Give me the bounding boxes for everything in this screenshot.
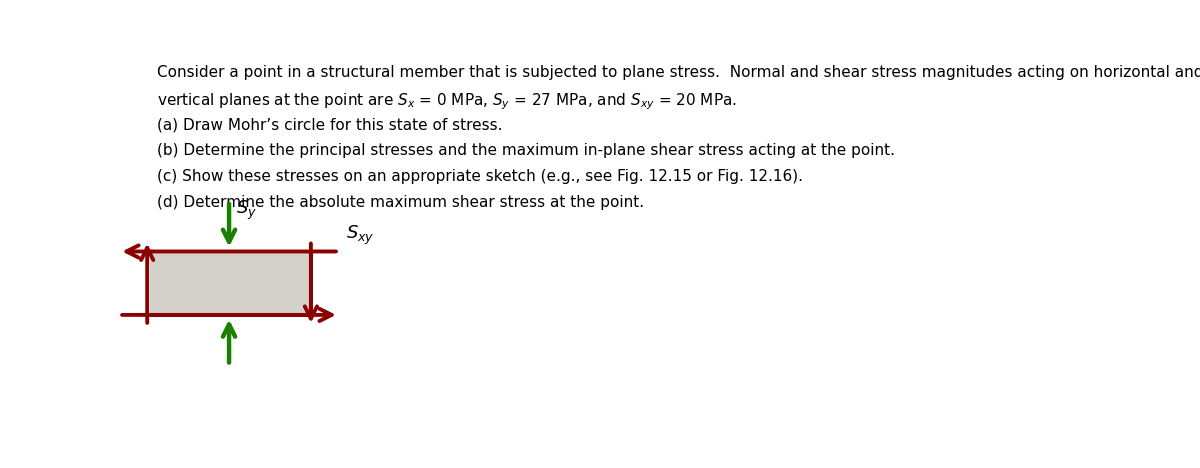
Bar <box>148 251 311 315</box>
Text: (c) Show these stresses on an appropriate sketch (e.g., see Fig. 12.15 or Fig. 1: (c) Show these stresses on an appropriat… <box>157 169 804 184</box>
Text: $S_{xy}$: $S_{xy}$ <box>347 224 374 247</box>
Text: (b) Determine the principal stresses and the maximum in-plane shear stress actin: (b) Determine the principal stresses and… <box>157 143 895 158</box>
Text: Consider a point in a structural member that is subjected to plane stress.  Norm: Consider a point in a structural member … <box>157 65 1200 80</box>
Text: $S_y$: $S_y$ <box>236 198 258 222</box>
Text: vertical planes at the point are $S_x$ = 0 MPa, $S_y$ = 27 MPa, and $S_{xy}$ = 2: vertical planes at the point are $S_x$ =… <box>157 91 737 112</box>
Text: (d) Determine the absolute maximum shear stress at the point.: (d) Determine the absolute maximum shear… <box>157 195 644 210</box>
Text: (a) Draw Mohr’s circle for this state of stress.: (a) Draw Mohr’s circle for this state of… <box>157 117 503 132</box>
